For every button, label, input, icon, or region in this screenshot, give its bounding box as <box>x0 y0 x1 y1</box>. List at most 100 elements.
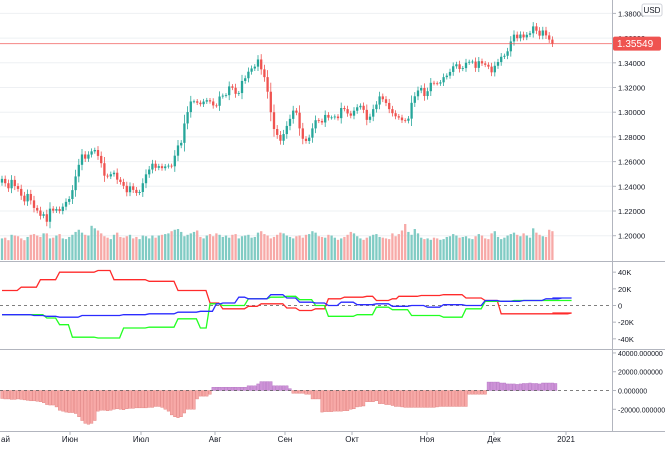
candle-body <box>525 34 528 38</box>
candle-body <box>106 175 109 177</box>
volume-bar <box>237 238 240 260</box>
histogram-bar <box>77 390 81 417</box>
histogram-bar <box>442 390 446 407</box>
volume-bar <box>186 234 189 260</box>
histogram-bar <box>38 390 42 402</box>
histogram-bar <box>339 390 343 412</box>
indicator-tick-label: -40K <box>618 335 634 344</box>
volume-bar <box>272 236 276 260</box>
candle-body <box>183 123 186 143</box>
volume-bar <box>445 236 448 260</box>
volume-bar <box>269 238 272 260</box>
candle-body <box>400 117 404 121</box>
histogram-bar <box>32 390 36 402</box>
candle-body <box>516 34 519 39</box>
histogram-bar <box>218 387 222 391</box>
candle-body <box>61 206 64 212</box>
candle-body <box>493 65 496 73</box>
volume-bar <box>128 234 132 260</box>
indicator-line-1 <box>2 295 572 339</box>
candle-body <box>429 82 432 92</box>
volume-bar <box>448 236 452 260</box>
currency-badge[interactable] <box>641 3 663 17</box>
histogram-bar <box>157 390 161 407</box>
volume-bar <box>330 235 333 260</box>
volume-bar <box>247 234 250 260</box>
histogram-bar <box>400 390 404 408</box>
candle-body <box>509 41 512 52</box>
volume-bar <box>228 237 231 260</box>
volume-bar <box>103 236 106 260</box>
histogram-bar <box>163 390 167 410</box>
histogram-bar <box>141 390 145 409</box>
candle-body <box>295 110 298 113</box>
histogram-bar <box>3 390 7 400</box>
volume-bar <box>36 235 39 260</box>
histogram-bar <box>202 390 206 397</box>
candle-body <box>343 108 346 110</box>
volume-bar <box>58 234 61 260</box>
volume-bars <box>0 224 554 260</box>
volume-bar <box>311 231 314 260</box>
candle-body <box>298 112 301 129</box>
histogram-bar <box>246 385 250 391</box>
price-tick-label: 1.20000 <box>618 232 645 241</box>
volume-bar <box>426 238 429 260</box>
candle-body <box>548 35 551 40</box>
histogram-bar <box>320 390 324 413</box>
volume-bar <box>468 238 471 260</box>
histogram-bar <box>275 385 279 391</box>
candle-body <box>157 166 160 168</box>
histogram-bar <box>96 390 100 412</box>
volume-bar <box>151 235 154 260</box>
histogram-bar <box>461 390 465 407</box>
candle-body <box>448 71 452 76</box>
volume-bar <box>160 234 164 260</box>
volume-bar <box>458 237 461 260</box>
indicator-tick-label: -20K <box>618 318 634 327</box>
histogram-bar <box>454 390 458 407</box>
volume-bar <box>474 236 477 260</box>
histogram-bar <box>278 385 282 391</box>
histogram-bar <box>307 390 311 395</box>
candle-body <box>522 34 525 38</box>
volume-bar <box>208 234 212 260</box>
candle-body <box>413 96 416 103</box>
candle-body <box>349 113 352 116</box>
candle-body <box>503 55 506 57</box>
histogram-bar <box>224 387 228 391</box>
candle-body <box>420 88 423 91</box>
indicator-line-2 <box>2 294 572 318</box>
histogram-bar <box>102 390 106 411</box>
volume-bar <box>279 232 282 260</box>
volume-bar <box>496 236 500 260</box>
histogram-bar <box>403 390 407 408</box>
candle-body <box>292 110 295 119</box>
volume-bar <box>80 232 84 260</box>
histogram-bar <box>342 390 346 411</box>
volume-bar <box>234 234 237 260</box>
candle-body <box>192 101 196 103</box>
candle-body <box>327 114 330 118</box>
candle-body <box>189 101 192 113</box>
candle-body <box>372 109 375 117</box>
time-tick-label: Июн <box>62 435 78 444</box>
histogram-bar <box>118 390 122 410</box>
histogram-bar <box>266 381 270 391</box>
candle-body <box>173 155 176 167</box>
candle-body <box>384 99 388 103</box>
candle-body <box>141 183 144 192</box>
candle-body <box>375 104 378 110</box>
volume-bar <box>263 234 266 260</box>
histogram-bar <box>42 390 46 403</box>
volume-bar <box>144 236 148 260</box>
volume-bar <box>122 237 125 260</box>
candle-body <box>244 78 247 81</box>
volume-bar <box>212 236 215 260</box>
histogram-bar <box>214 387 218 391</box>
histogram-bar <box>298 390 302 394</box>
candle-body <box>39 210 42 216</box>
volume-bar <box>464 236 468 260</box>
